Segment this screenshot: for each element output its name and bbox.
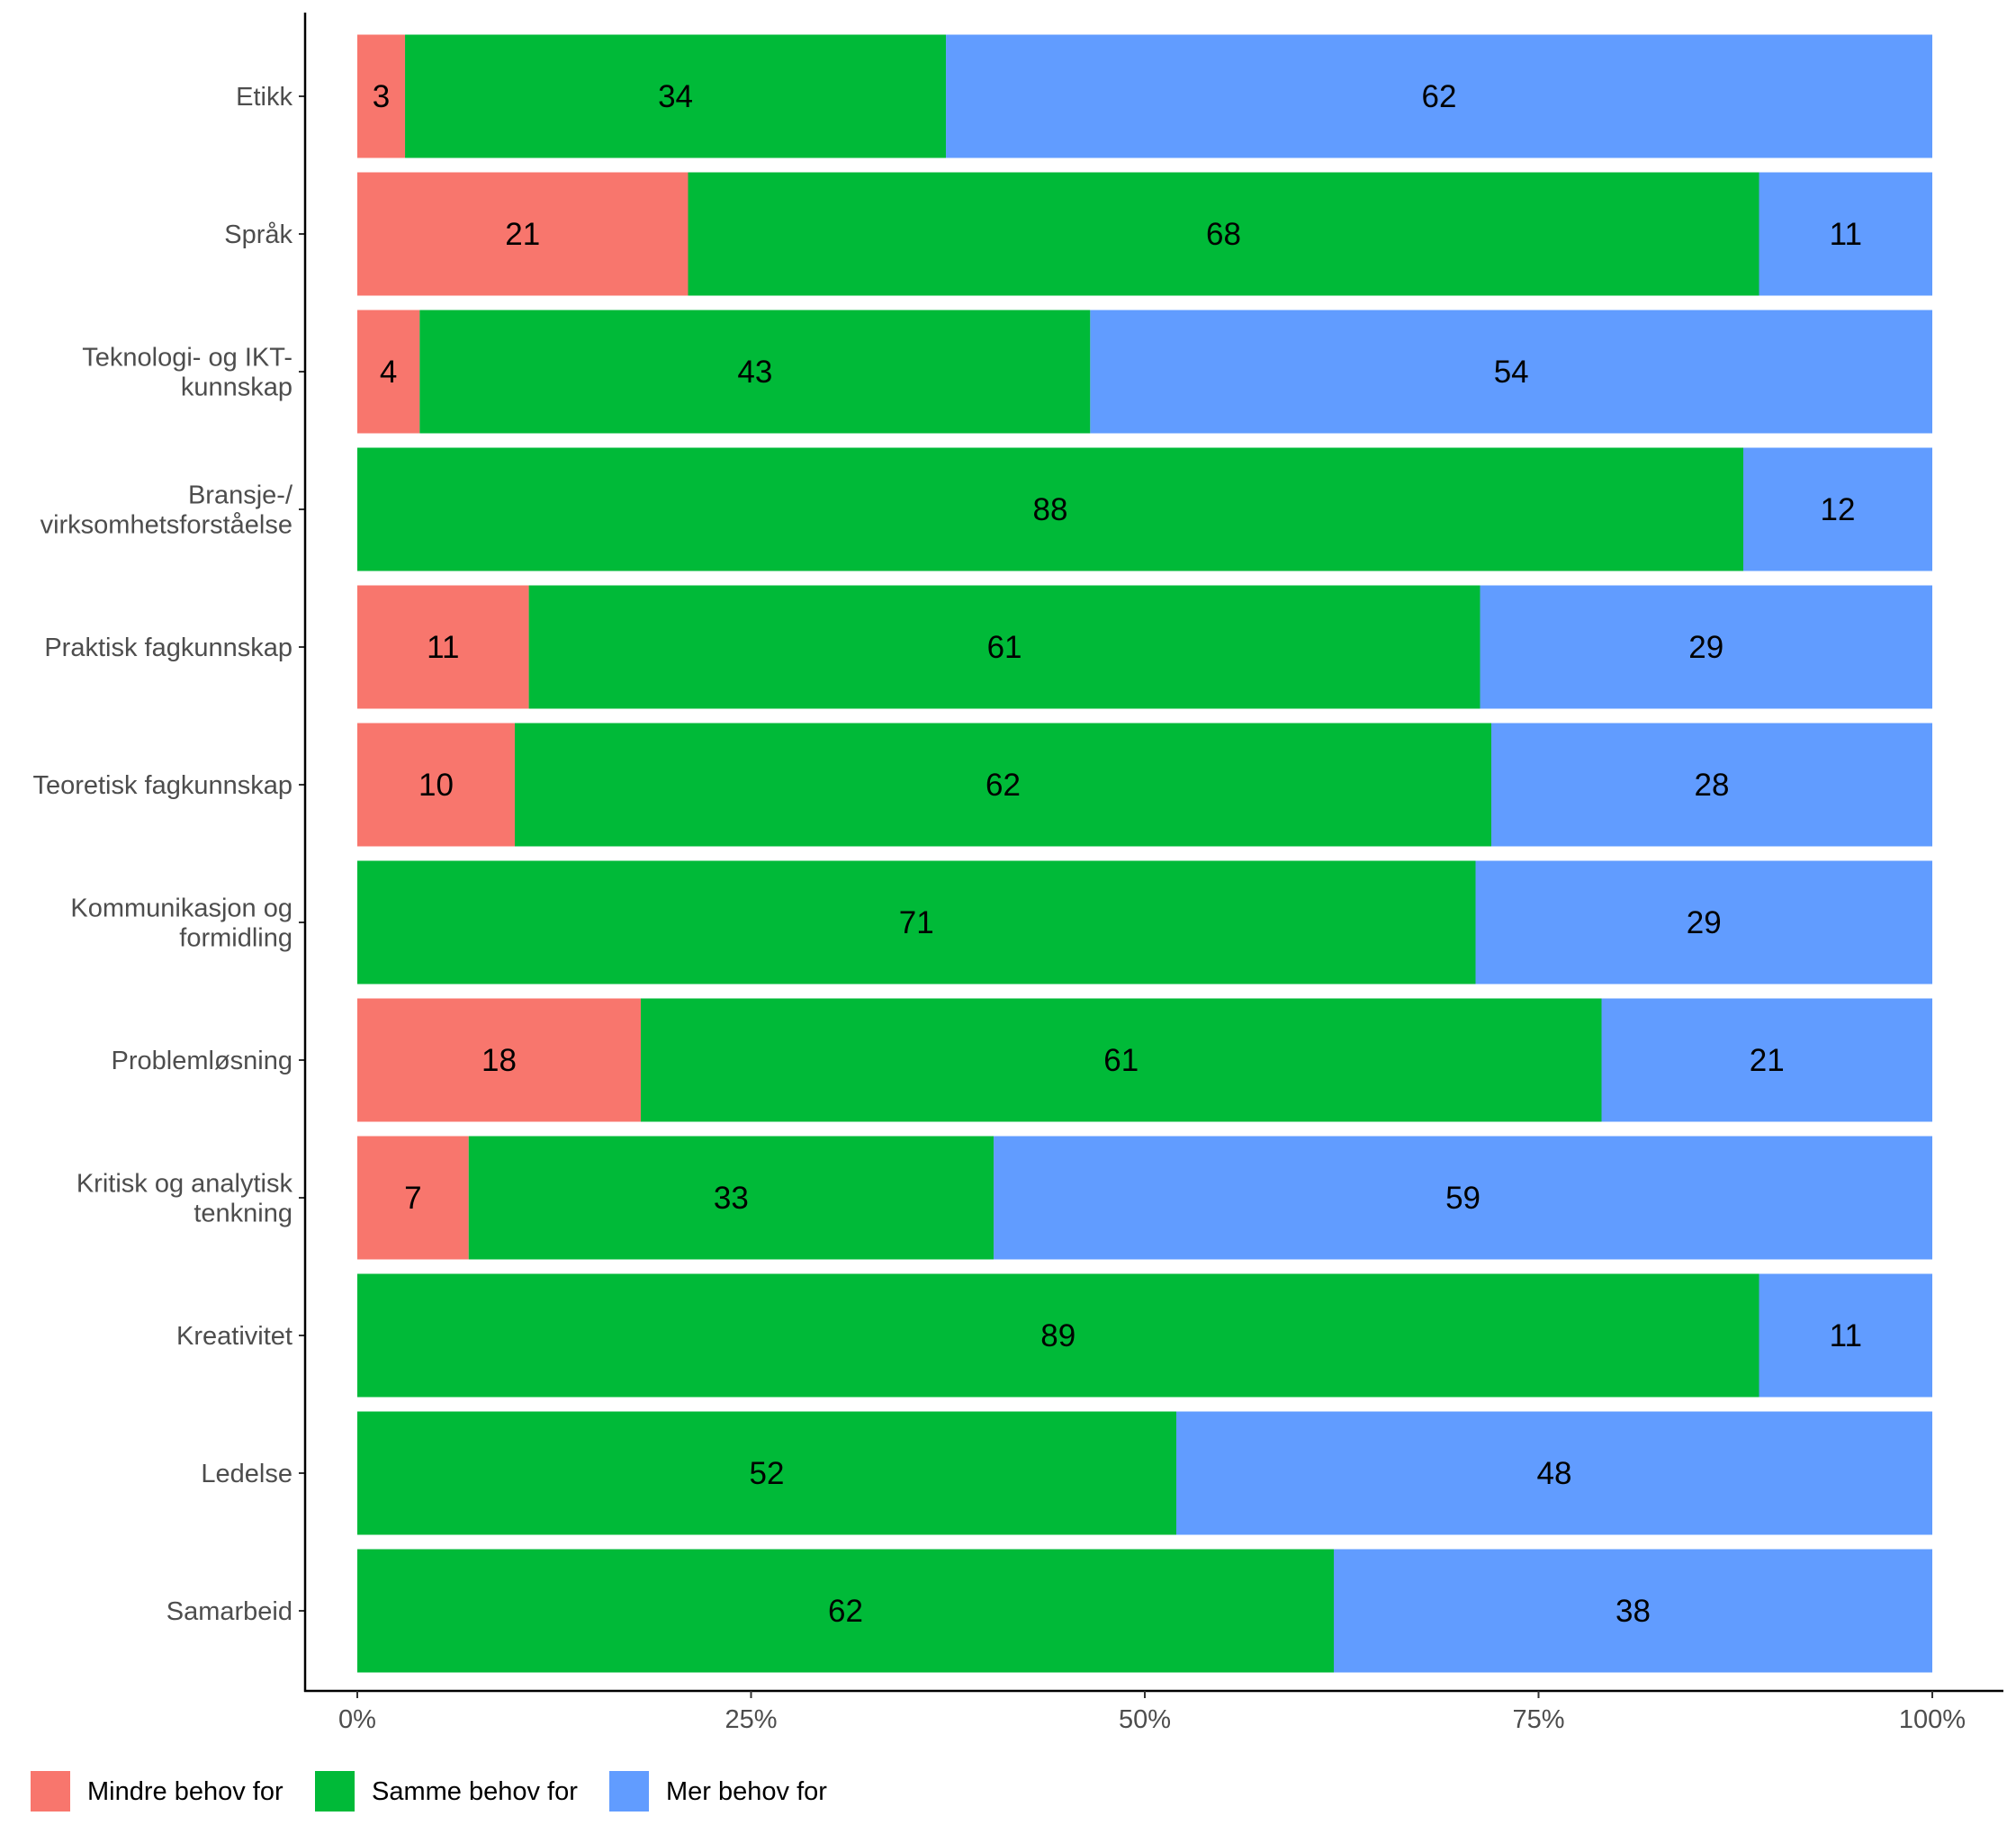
y-tick-label: Etikk xyxy=(236,83,292,112)
data-label: 12 xyxy=(1821,492,1856,527)
bar-segment-samme-behov-for xyxy=(688,172,1760,296)
x-tick-label: 75% xyxy=(1512,1705,1564,1734)
data-label: 62 xyxy=(986,768,1021,803)
bar-segment-samme-behov-for xyxy=(357,1273,1760,1398)
bar-segment-mer-behov-for xyxy=(1759,1273,1932,1398)
bar-segment-samme-behov-for xyxy=(357,860,1476,984)
bar-segment-samme-behov-for xyxy=(419,310,1091,434)
bar-segment-mindre-behov-for xyxy=(357,310,420,434)
data-label: 52 xyxy=(750,1456,785,1491)
data-label: 4 xyxy=(380,355,397,390)
y-tick-label: kunnskap xyxy=(181,373,292,402)
bar-segment-mer-behov-for xyxy=(1491,723,1932,847)
data-label: 88 xyxy=(1033,492,1068,527)
bar-segment-samme-behov-for xyxy=(357,1411,1176,1535)
y-tick-label: Teoretisk fagkunnskap xyxy=(32,771,292,800)
data-label: 21 xyxy=(505,217,540,252)
data-label: 59 xyxy=(1445,1181,1480,1216)
bar-segment-mer-behov-for xyxy=(1176,1411,1932,1535)
data-label: 38 xyxy=(1616,1594,1651,1629)
y-tick-label: Kritisk og analytisk xyxy=(76,1170,293,1199)
bar-segment-mer-behov-for xyxy=(994,1136,1932,1260)
data-label: 71 xyxy=(899,905,934,940)
bar-segment-mindre-behov-for xyxy=(357,172,688,296)
data-labels-layer: 3 34 62 21 68 11 4 43 54 88 12 11 61 29 10 62 28 71 29 18 61… xyxy=(373,79,1862,1629)
data-label: 21 xyxy=(1750,1043,1785,1078)
data-label: 48 xyxy=(1537,1456,1572,1491)
data-label: 28 xyxy=(1695,768,1730,803)
data-label: 18 xyxy=(482,1043,517,1078)
y-tick-label: Kommunikasjon og xyxy=(70,895,292,923)
bar-segment-samme-behov-for xyxy=(357,447,1743,571)
data-label: 11 xyxy=(1830,217,1862,252)
axes-layer: Etikk Språk Teknologi- og IKT-kunnskap Bran… xyxy=(32,13,2003,1734)
y-tick-label: Problemløsning xyxy=(112,1047,292,1075)
data-label: 34 xyxy=(658,79,693,114)
legend-label: Mindre behov for xyxy=(87,1777,284,1806)
y-tick-label: Teknologi- og IKT- xyxy=(82,344,292,373)
y-tick-label: Kreativitet xyxy=(176,1322,292,1351)
data-label: 62 xyxy=(1422,79,1457,114)
bar-segment-samme-behov-for xyxy=(528,585,1480,709)
data-label: 68 xyxy=(1206,217,1241,252)
data-label: 11 xyxy=(1830,1318,1862,1353)
bar-segment-mindre-behov-for xyxy=(357,998,641,1122)
bar-segment-mindre-behov-for xyxy=(357,723,515,847)
bars-layer xyxy=(357,34,1932,1673)
bar-segment-mer-behov-for xyxy=(1475,860,1932,984)
bar-segment-mindre-behov-for xyxy=(357,1136,469,1260)
x-tick-label: 25% xyxy=(724,1705,777,1734)
data-label: 61 xyxy=(987,630,1022,665)
data-label: 43 xyxy=(737,355,772,390)
bar-segment-mer-behov-for xyxy=(946,34,1932,158)
bar-segment-mer-behov-for xyxy=(1090,310,1932,434)
x-tick-label: 0% xyxy=(338,1705,376,1734)
data-label: 89 xyxy=(1040,1318,1076,1353)
data-label: 3 xyxy=(373,79,390,114)
bar-segment-samme-behov-for xyxy=(357,1549,1334,1673)
data-label: 62 xyxy=(828,1594,863,1629)
y-tick-label: virksomhetsforståelse xyxy=(40,511,292,540)
x-tick-label: 100% xyxy=(1899,1705,1966,1734)
x-tick-label: 50% xyxy=(1119,1705,1171,1734)
bar-segment-mer-behov-for xyxy=(1759,172,1932,296)
data-label: 11 xyxy=(427,630,459,665)
bar-segment-mindre-behov-for xyxy=(357,34,406,158)
data-label: 29 xyxy=(1688,630,1724,665)
y-tick-label: Ledelse xyxy=(201,1460,292,1488)
bar-segment-mer-behov-for xyxy=(1601,998,1932,1122)
legend-swatch-mer-behov-for xyxy=(609,1771,649,1812)
legend-label: Mer behov for xyxy=(666,1777,827,1806)
data-label: 10 xyxy=(418,768,454,803)
bar-segment-mer-behov-for xyxy=(1480,585,1932,709)
bar-segment-mindre-behov-for xyxy=(357,585,529,709)
bar-segment-samme-behov-for xyxy=(515,723,1491,847)
bar-segment-mer-behov-for xyxy=(1743,447,1932,571)
y-tick-label: tenkning xyxy=(194,1200,292,1228)
bar-segment-samme-behov-for xyxy=(405,34,947,158)
legend-swatch-mindre-behov-for xyxy=(31,1771,70,1812)
data-label: 54 xyxy=(1494,355,1529,390)
legend: Mindre behov for Samme behov for Mer behov… xyxy=(31,1771,827,1812)
data-label: 33 xyxy=(714,1181,749,1216)
legend-label: Samme behov for xyxy=(372,1777,578,1806)
y-tick-label: Språk xyxy=(224,220,292,249)
data-label: 29 xyxy=(1687,905,1722,940)
data-label: 61 xyxy=(1103,1043,1138,1078)
y-tick-label: Bransje-/ xyxy=(188,481,293,510)
legend-swatch-samme-behov-for xyxy=(315,1771,355,1812)
y-tick-label: Praktisk fagkunnskap xyxy=(44,634,292,662)
bar-segment-samme-behov-for xyxy=(641,998,1602,1122)
y-tick-label: formidling xyxy=(179,924,292,953)
data-label: 7 xyxy=(404,1181,421,1216)
bar-segment-mer-behov-for xyxy=(1334,1549,1932,1673)
bar-segment-samme-behov-for xyxy=(468,1136,994,1260)
y-tick-label: Samarbeid xyxy=(166,1597,292,1626)
